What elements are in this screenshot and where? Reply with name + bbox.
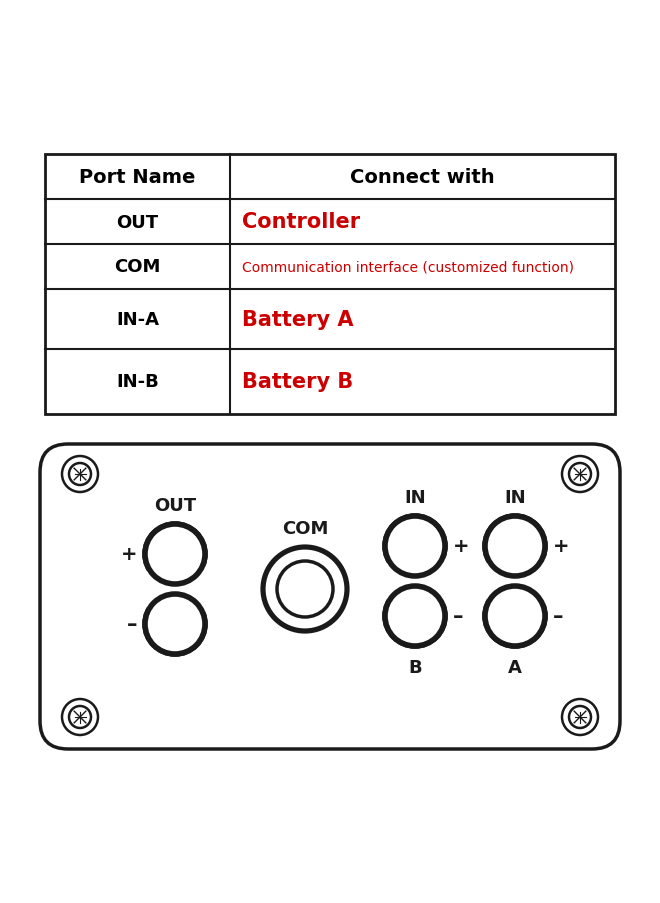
Text: COM: COM bbox=[114, 258, 160, 276]
Circle shape bbox=[277, 562, 333, 618]
Text: Communication interface (customized function): Communication interface (customized func… bbox=[242, 260, 574, 275]
Text: –: – bbox=[453, 606, 463, 627]
Circle shape bbox=[485, 517, 545, 576]
Circle shape bbox=[485, 517, 545, 576]
Text: IN-A: IN-A bbox=[116, 311, 159, 329]
Text: +: + bbox=[121, 545, 137, 563]
Circle shape bbox=[485, 586, 545, 647]
Text: –: – bbox=[127, 614, 137, 634]
Text: Controller: Controller bbox=[242, 212, 360, 232]
Text: IN: IN bbox=[504, 489, 526, 507]
FancyBboxPatch shape bbox=[40, 444, 620, 749]
Circle shape bbox=[385, 586, 445, 647]
Circle shape bbox=[145, 525, 205, 584]
Text: COM: COM bbox=[282, 519, 328, 537]
Circle shape bbox=[145, 594, 205, 655]
Text: +: + bbox=[553, 537, 570, 556]
Circle shape bbox=[145, 525, 205, 584]
Bar bbox=[45, 154, 615, 414]
Text: –: – bbox=[553, 606, 564, 627]
Circle shape bbox=[485, 586, 545, 647]
Circle shape bbox=[385, 517, 445, 576]
Text: B: B bbox=[408, 658, 422, 676]
Text: Port Name: Port Name bbox=[79, 168, 195, 187]
Text: OUT: OUT bbox=[116, 213, 158, 231]
Text: Connect with: Connect with bbox=[350, 168, 495, 187]
Circle shape bbox=[263, 547, 347, 631]
Text: +: + bbox=[453, 537, 469, 556]
Text: IN: IN bbox=[404, 489, 426, 507]
Text: A: A bbox=[508, 658, 522, 676]
Text: Battery B: Battery B bbox=[242, 372, 353, 392]
Circle shape bbox=[145, 594, 205, 655]
Circle shape bbox=[385, 586, 445, 647]
Text: OUT: OUT bbox=[154, 497, 196, 515]
Text: IN-B: IN-B bbox=[116, 373, 159, 391]
Circle shape bbox=[385, 517, 445, 576]
Text: Battery A: Battery A bbox=[242, 310, 354, 330]
